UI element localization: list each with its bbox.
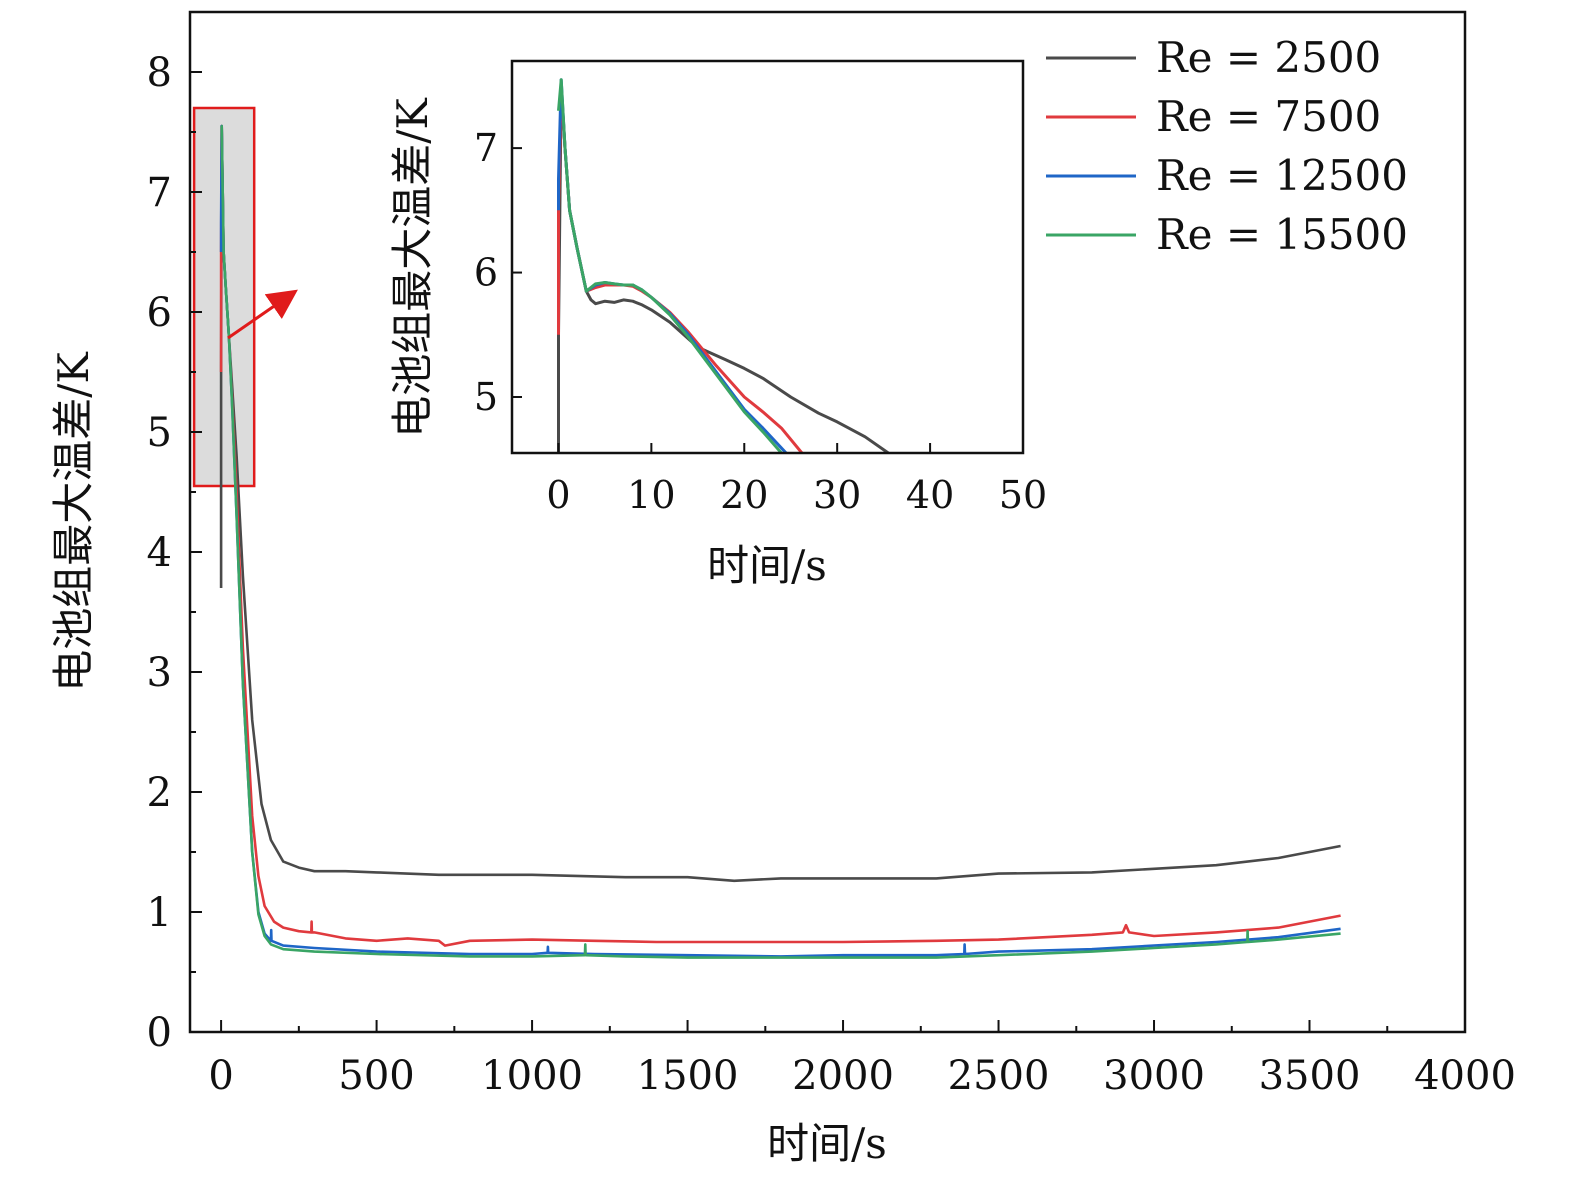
inset-x-tick-label: 10: [627, 473, 675, 517]
main-y-tick-label: 4: [147, 530, 172, 576]
main-tick-group: 0 500 1000 1500 2000 2500 3000 3500 400001234567…: [147, 11, 1516, 1099]
main-y-tick-label: 1: [147, 890, 172, 936]
main-y-tick-label: 7: [147, 170, 172, 216]
main-x-tick-label: 0: [208, 1053, 233, 1099]
inset-series-group: [557, 78, 890, 453]
inset-x-tick-label: 40: [906, 473, 954, 517]
main-x-tick-label: 2500: [948, 1053, 1050, 1099]
inset-y-tick-label: 6: [474, 251, 498, 295]
inset-x-tick-label: 20: [720, 473, 768, 517]
main-series-line-3: [220, 124, 1341, 959]
main-x-tick-label: 1500: [637, 1053, 739, 1099]
zoom-region-highlight: [192, 106, 256, 488]
main-plot-frame: [188, 10, 1467, 1034]
main-x-tick-label: 3500: [1259, 1053, 1361, 1099]
main-y-tick-label: 8: [147, 50, 172, 96]
inset-x-axis-title: 时间/s: [707, 541, 827, 590]
main-series-group: [219, 124, 1341, 959]
main-y-tick-label: 2: [147, 770, 172, 816]
main-x-tick-label: 4000: [1414, 1053, 1516, 1099]
inset-tick-group: 0 10 20 30 40 50 5 6 7: [474, 126, 1047, 517]
main-y-tick-label: 5: [147, 410, 172, 456]
zoom-arrow: [227, 289, 298, 340]
zoom-region-box: [192, 106, 256, 488]
legend-label-0: Re = 2500: [1156, 33, 1381, 82]
legend-label-2: Re = 12500: [1156, 151, 1408, 200]
legend: Re = 2500 Re = 7500 Re = 12500 Re = 15500: [1046, 33, 1408, 259]
legend-label-1: Re = 7500: [1156, 92, 1381, 141]
main-x-tick-label: 500: [338, 1053, 414, 1099]
main-x-tick-label: 1000: [481, 1053, 583, 1099]
main-x-tick-label: 2000: [792, 1053, 894, 1099]
inset-x-tick-label: 50: [999, 473, 1047, 517]
legend-label-3: Re = 15500: [1156, 210, 1408, 259]
main-x-axis-title: 时间/s: [767, 1119, 887, 1168]
inset-background: [512, 61, 1023, 453]
inset-x-tick-label: 30: [813, 473, 861, 517]
main-y-tick-label: 0: [147, 1010, 172, 1056]
inset-y-tick-label: 5: [474, 375, 498, 419]
inset-y-axis-title: 电池组最大温差/K: [388, 97, 437, 438]
inset-x-tick-label: 0: [546, 473, 570, 517]
inset-series-line-3: [557, 78, 783, 453]
inset-plot-frame: [510, 59, 1025, 455]
main-y-tick-label: 6: [147, 290, 172, 336]
main-x-tick-label: 3000: [1103, 1053, 1205, 1099]
main-y-tick-label: 3: [147, 650, 172, 696]
inset-y-tick-label: 7: [474, 126, 498, 170]
main-y-axis-title: 电池组最大温差/K: [49, 351, 98, 692]
